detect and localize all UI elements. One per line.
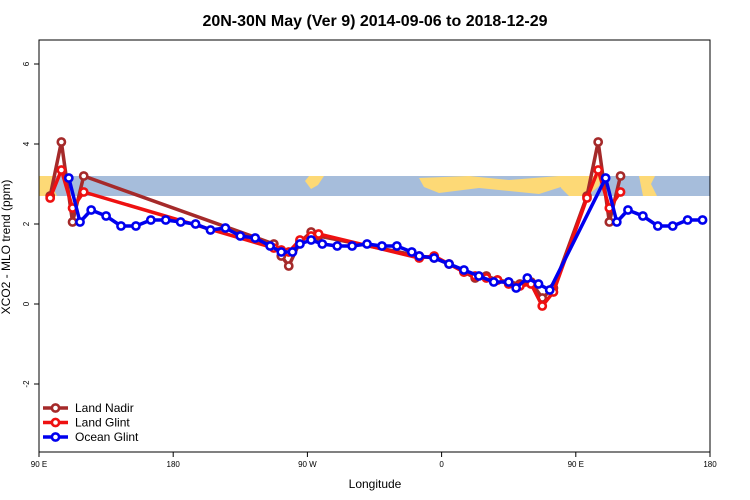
- series-land-nadir: [45, 137, 626, 303]
- data-point-ocean-glint: [205, 225, 216, 235]
- data-point-ocean-glint: [444, 259, 454, 269]
- data-point-ocean-glint: [63, 173, 74, 183]
- x-tick-label: 180: [703, 460, 717, 469]
- data-point-ocean-glint: [220, 223, 231, 233]
- legend-label: Ocean Glint: [75, 430, 139, 444]
- chart-title: 20N-30N May (Ver 9) 2014-09-06 to 2018-1…: [202, 13, 547, 30]
- legend-label: Land Glint: [75, 416, 130, 430]
- map-band-land-4: [639, 176, 657, 196]
- data-point-ocean-glint: [406, 247, 417, 257]
- data-point-ocean-glint: [682, 215, 693, 225]
- data-point-land-glint: [313, 229, 324, 239]
- y-tick-label: 6: [22, 61, 31, 66]
- data-point-land-nadir: [593, 137, 604, 147]
- map-band-land-2: [419, 176, 564, 194]
- data-point-ocean-glint: [235, 231, 246, 241]
- data-point-ocean-glint: [145, 215, 156, 225]
- x-axis-title: Longitude: [349, 477, 402, 491]
- data-point-ocean-glint: [511, 283, 522, 293]
- data-point-ocean-glint: [75, 217, 85, 227]
- data-point-land-glint: [56, 165, 67, 175]
- data-point-land-nadir: [67, 217, 78, 227]
- y-tick-label: -2: [22, 380, 31, 388]
- data-point-ocean-glint: [276, 247, 287, 257]
- data-point-land-nadir: [604, 217, 615, 227]
- data-point-land-nadir: [56, 137, 67, 147]
- data-point-ocean-glint: [175, 217, 186, 227]
- data-point-land-nadir: [615, 171, 626, 181]
- data-point-land-glint: [593, 165, 604, 175]
- map-band-land-1: [305, 176, 324, 189]
- data-point-ocean-glint: [116, 221, 126, 231]
- data-point-ocean-glint: [362, 239, 372, 249]
- data-point-ocean-glint: [697, 215, 708, 225]
- data-point-ocean-glint: [287, 247, 298, 257]
- data-point-ocean-glint: [638, 211, 648, 221]
- legend-swatch-marker: [50, 417, 61, 428]
- axis-ticks: 90 E 180 90 W 0 90 E 180 -2 0 2 4 6: [22, 61, 717, 469]
- legend-item-land-glint: Land Glint: [43, 416, 130, 430]
- data-point-ocean-glint: [160, 215, 171, 225]
- data-point-ocean-glint: [600, 173, 611, 183]
- y-tick-label: 0: [22, 301, 31, 306]
- data-point-ocean-glint: [503, 277, 514, 287]
- data-point-ocean-glint: [332, 241, 343, 251]
- data-point-ocean-glint: [533, 279, 544, 289]
- data-point-ocean-glint: [652, 221, 663, 231]
- data-point-land-glint: [537, 301, 548, 311]
- y-tick-label: 4: [22, 141, 31, 146]
- x-tick-label: 90 W: [298, 460, 317, 469]
- data-point-ocean-glint: [391, 241, 402, 251]
- data-point-ocean-glint: [265, 241, 276, 251]
- legend-swatch-marker: [50, 403, 61, 413]
- data-point-ocean-glint: [131, 221, 141, 231]
- world-map-band: [39, 176, 710, 196]
- data-point-ocean-glint: [522, 273, 533, 283]
- data-point-ocean-glint: [414, 251, 425, 261]
- data-point-ocean-glint: [667, 221, 678, 231]
- legend-item-ocean-glint: Ocean Glint: [43, 430, 139, 444]
- x-tick-label: 180: [167, 460, 181, 469]
- legend-label: Land Nadir: [75, 401, 134, 415]
- data-point-ocean-glint: [295, 239, 305, 249]
- x-tick-label: 0: [439, 460, 444, 469]
- data-point-ocean-glint: [459, 265, 469, 275]
- x-tick-label: 90 E: [31, 460, 47, 469]
- data-point-land-glint: [45, 193, 56, 203]
- series-ocean-glint: [63, 173, 708, 295]
- data-point-ocean-glint: [473, 271, 484, 281]
- data-point-ocean-glint: [86, 205, 97, 215]
- plot-area-frame: [38, 39, 711, 453]
- data-point-ocean-glint: [611, 217, 622, 227]
- data-point-ocean-glint: [429, 253, 440, 263]
- data-point-ocean-glint: [190, 219, 201, 229]
- x-tick-label: 90 E: [568, 460, 584, 469]
- y-tick-label: 2: [22, 221, 31, 226]
- data-point-ocean-glint: [623, 205, 633, 215]
- data-point-ocean-glint: [317, 239, 328, 249]
- legend-swatch-marker: [50, 432, 61, 442]
- y-axis-title: XCO2 - MLO trend (ppm): [0, 180, 13, 315]
- data-point-ocean-glint: [377, 241, 387, 251]
- series-line-land-nadir: [48, 140, 623, 300]
- data-point-land-nadir: [78, 171, 89, 181]
- data-point-ocean-glint: [488, 277, 499, 287]
- data-point-land-glint: [78, 187, 89, 197]
- series-layer: [45, 137, 708, 311]
- data-point-ocean-glint: [250, 233, 261, 243]
- data-point-ocean-glint: [347, 241, 358, 251]
- data-point-land-glint: [582, 193, 592, 203]
- data-point-ocean-glint: [306, 235, 317, 245]
- data-point-land-nadir: [283, 261, 294, 271]
- data-point-ocean-glint: [544, 285, 555, 295]
- legend-item-land-nadir: Land Nadir: [43, 401, 134, 415]
- data-point-ocean-glint: [101, 211, 111, 221]
- data-point-land-glint: [615, 187, 626, 197]
